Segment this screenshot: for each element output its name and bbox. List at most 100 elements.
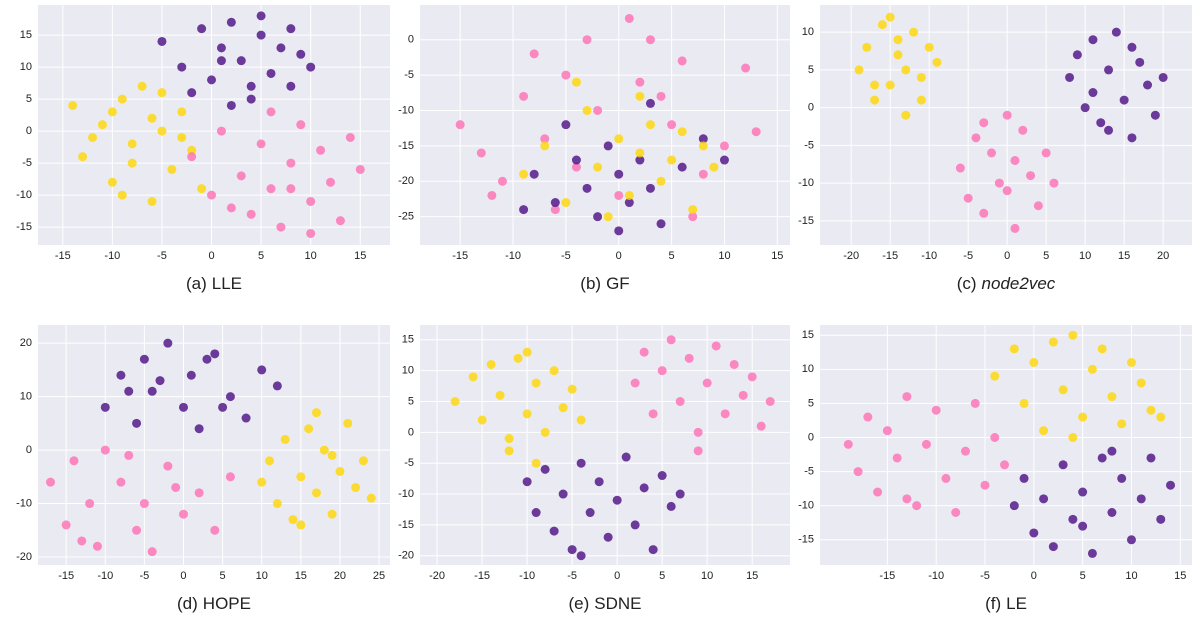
point (756, 421, 766, 431)
point (1058, 460, 1068, 470)
point (892, 453, 902, 463)
point (468, 372, 478, 382)
point (202, 354, 212, 364)
point (1033, 201, 1043, 211)
point (1039, 426, 1049, 436)
point (1104, 65, 1114, 75)
y-tick-label: -10 (16, 189, 32, 201)
point (603, 532, 613, 542)
point (296, 120, 306, 130)
x-tick-label: -10 (97, 570, 113, 582)
point (1088, 88, 1098, 98)
point (246, 81, 256, 91)
point (178, 402, 188, 412)
y-tick-label: 5 (408, 395, 414, 407)
point (225, 472, 235, 482)
point (85, 499, 95, 509)
y-tick-label: 0 (26, 125, 32, 137)
point (614, 169, 624, 179)
point (709, 162, 719, 172)
y-tick-label: -15 (398, 519, 414, 531)
point (236, 171, 246, 181)
point (688, 212, 698, 222)
point (540, 141, 550, 151)
point (1117, 473, 1127, 483)
point (265, 456, 275, 466)
panel: -15 -10 -5 0 5 10 15 -15 -10 -5 0 5 10 15 (f) LE (798, 325, 1192, 613)
point (980, 480, 990, 490)
point (100, 445, 110, 455)
caption-panel: (e) (568, 594, 589, 613)
y-tick-label: -10 (398, 488, 414, 500)
x-tick-label: -15 (879, 570, 895, 582)
point (893, 35, 903, 45)
point (46, 477, 56, 487)
point (78, 152, 88, 162)
point (970, 398, 980, 408)
point (719, 141, 729, 151)
point (951, 508, 961, 517)
x-tick-label: 15 (746, 570, 758, 582)
y-tick-label: -25 (398, 211, 414, 223)
point (327, 509, 337, 519)
point (306, 228, 316, 238)
point (990, 371, 1000, 381)
y-tick-label: 0 (808, 431, 814, 443)
point (738, 390, 748, 400)
point (675, 397, 685, 407)
y-tick-label: -5 (404, 69, 414, 81)
point (1078, 521, 1088, 531)
point (677, 127, 687, 137)
point (107, 107, 117, 117)
point (147, 547, 157, 557)
point (139, 499, 149, 509)
x-tick-label: 10 (305, 250, 317, 262)
point (210, 525, 220, 535)
point (994, 178, 1004, 188)
point (529, 49, 539, 59)
point (1146, 405, 1156, 415)
point (885, 80, 895, 90)
point (171, 482, 181, 492)
point (747, 372, 757, 382)
x-tick-label: -5 (157, 250, 167, 262)
x-tick-label: -15 (58, 570, 74, 582)
x-tick-label: 5 (1043, 250, 1049, 262)
point (675, 489, 685, 499)
x-tick-label: -10 (921, 250, 937, 262)
point (276, 222, 286, 232)
point (594, 477, 604, 487)
point (286, 81, 296, 91)
point (519, 91, 529, 101)
point (531, 378, 541, 388)
point (585, 508, 595, 518)
point (550, 205, 560, 215)
point (88, 132, 98, 142)
x-tick-label: 0 (208, 250, 214, 262)
y-tick-label: -10 (16, 497, 32, 509)
y-tick-label: 15 (402, 334, 414, 346)
x-tick-label: -5 (980, 570, 990, 582)
point (1087, 364, 1097, 374)
point (117, 94, 127, 104)
y-tick-label: 20 (20, 337, 32, 349)
point (624, 190, 634, 200)
point (167, 164, 177, 174)
x-tick-label: 5 (659, 570, 665, 582)
point (132, 525, 142, 535)
point (885, 12, 895, 22)
point (765, 397, 775, 407)
point (272, 499, 282, 509)
point (127, 139, 137, 149)
caption-title: LLE (212, 274, 242, 293)
point (100, 402, 110, 412)
point (177, 62, 187, 72)
point (987, 148, 997, 158)
point (576, 551, 586, 561)
point (276, 43, 286, 53)
point (1156, 514, 1166, 524)
point (567, 545, 577, 555)
y-tick-label: -20 (398, 175, 414, 187)
point (1029, 528, 1039, 538)
x-tick-label: -20 (429, 570, 445, 582)
